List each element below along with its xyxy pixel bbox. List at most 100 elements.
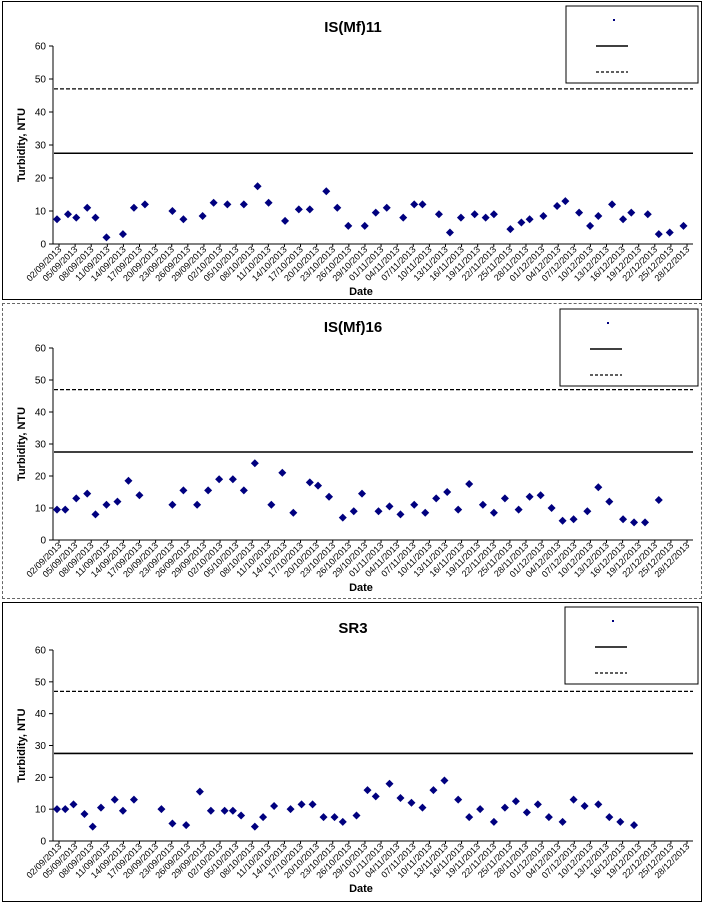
data-point [305, 205, 314, 214]
data-point [399, 213, 408, 222]
data-point [72, 494, 81, 503]
data-point [605, 813, 614, 822]
data-point [278, 468, 287, 477]
data-point [53, 805, 61, 814]
y-axis-label: Turbidity, NTU [16, 407, 28, 481]
data-point [569, 795, 578, 804]
data-point [129, 203, 138, 212]
data-point [179, 486, 188, 495]
data-point [605, 497, 614, 506]
data-point [349, 507, 358, 516]
data-point [547, 504, 556, 512]
y-tick-label: 40 [35, 408, 47, 419]
data-point [396, 510, 405, 519]
data-point [454, 795, 463, 804]
data-point [679, 221, 688, 230]
data-point [360, 221, 369, 230]
data-point [363, 786, 372, 795]
chart-title: IS(Mf)16 [324, 319, 382, 336]
data-point [83, 489, 92, 498]
data-point [88, 822, 97, 831]
data-point [470, 210, 479, 219]
data-point [514, 505, 523, 514]
data-point [250, 822, 259, 831]
data-point [204, 486, 213, 495]
data-point [91, 213, 100, 222]
data-point [53, 215, 61, 224]
data-point [118, 230, 127, 239]
y-tick-label: 30 [35, 141, 47, 152]
y-tick-label: 50 [35, 677, 47, 688]
chart-panel-1: IS(Mf)11 Turbidity, NTU 0 10 20 30 40 50 60 02/09… [2, 1, 702, 300]
data-point [322, 187, 331, 196]
data-point [308, 800, 317, 809]
data-point [643, 210, 652, 219]
data-point [558, 817, 567, 826]
data-point [80, 809, 89, 818]
data-point [53, 505, 61, 514]
y-tick-label: 0 [40, 837, 46, 848]
data-point [654, 496, 663, 504]
data-point [583, 507, 592, 516]
data-point [193, 500, 202, 509]
data-point [421, 508, 430, 517]
y-tick-label: 60 [35, 344, 47, 355]
legend-box [559, 308, 699, 387]
legend-box [564, 606, 699, 685]
y-tick-label: 20 [35, 472, 47, 483]
data-point [223, 200, 232, 209]
data-point [237, 811, 246, 820]
y-axis-label: Turbidity, NTU [16, 108, 28, 182]
y-tick-label: 60 [35, 42, 47, 53]
data-point [135, 491, 144, 500]
data-point [410, 200, 419, 209]
data-point [83, 203, 92, 212]
data-point [429, 786, 438, 795]
data-point [539, 211, 548, 220]
data-point [228, 475, 237, 484]
data-point [586, 221, 595, 230]
data-point [575, 208, 584, 217]
data-point [456, 213, 465, 222]
data-point [627, 208, 636, 217]
data-point [478, 500, 487, 509]
data-point [619, 215, 628, 224]
data-point [157, 805, 166, 814]
data-point [440, 776, 449, 785]
data-point [198, 211, 207, 220]
data-point [489, 817, 498, 826]
data-point [481, 213, 490, 222]
legend-box [565, 5, 699, 84]
data-point [215, 475, 224, 484]
data-point [195, 787, 204, 796]
data-point [305, 478, 314, 487]
data-point [179, 215, 188, 224]
data-point [569, 515, 578, 524]
data-point [168, 207, 177, 215]
data-point [228, 806, 237, 815]
data-point [314, 481, 323, 490]
data-point [371, 792, 380, 801]
data-point [533, 800, 542, 809]
y-tick-label: 0 [40, 536, 46, 547]
data-point [338, 513, 347, 522]
data-point [264, 198, 273, 207]
data-point [410, 500, 419, 509]
chart-title: SR3 [338, 620, 367, 637]
data-point [371, 208, 380, 217]
data-point [630, 518, 639, 527]
data-point [517, 218, 526, 227]
x-axis-label: Date [349, 582, 373, 594]
data-point [630, 821, 639, 830]
data-point [168, 500, 177, 509]
data-point [641, 518, 650, 527]
data-point [140, 200, 149, 209]
data-point [396, 794, 405, 803]
data-point [72, 213, 81, 222]
y-tick-label: 40 [35, 709, 47, 720]
data-point [454, 505, 463, 514]
data-point [382, 203, 391, 212]
data-point [325, 492, 334, 501]
legend-marker-symbol [607, 322, 609, 324]
